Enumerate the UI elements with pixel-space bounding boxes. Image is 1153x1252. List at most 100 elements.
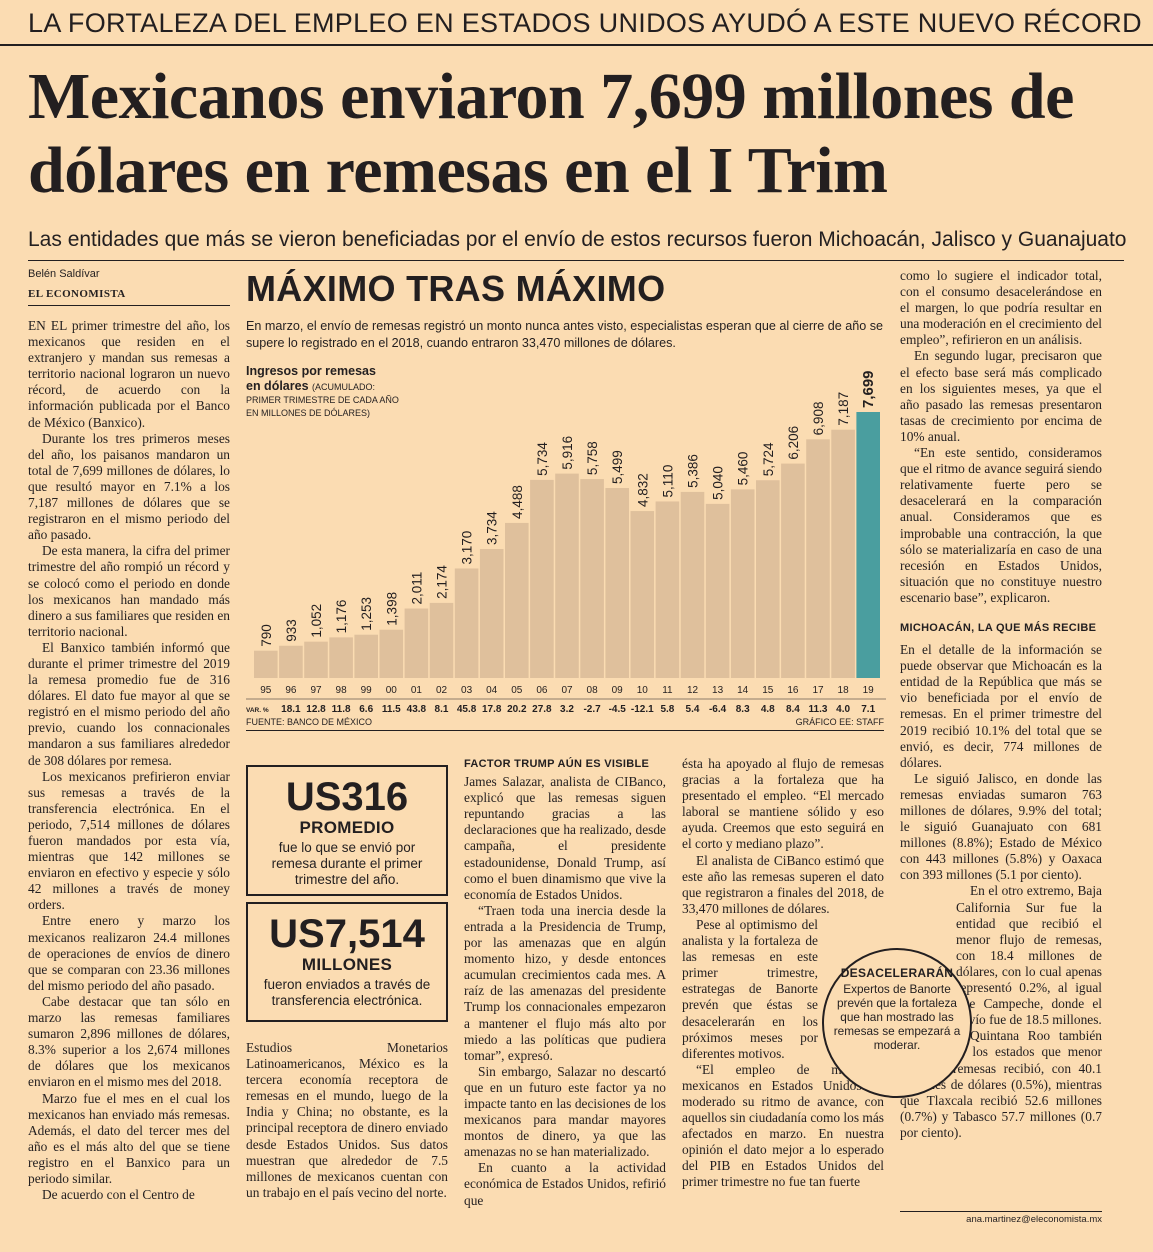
x-tick-label: 03: [461, 685, 473, 696]
var-pct-label: 7.1: [861, 704, 875, 715]
x-tick-label: 96: [285, 685, 297, 696]
var-pct-label: 11.5: [382, 704, 401, 715]
remittances-bar-chart: 790 95 933 96 18.1 1,052 97 12.8 1,176 98 11.8 1,25…: [246, 370, 886, 715]
value-label: 5,110: [660, 465, 675, 498]
stat-label: MILLONES: [301, 955, 393, 974]
chart-bar: [655, 501, 680, 678]
x-tick-label: 19: [863, 685, 875, 696]
paragraph: De acuerdo con el Centro de: [42, 1187, 195, 1203]
stat-box-transfers: US7,514 MILLONES fueron enviados a travé…: [246, 902, 448, 1022]
chart-bar: [605, 488, 629, 678]
article-column-3: FACTOR TRUMP AÚN ES VISIBLE James Salaza…: [464, 756, 666, 1209]
chart-bar: [454, 568, 479, 678]
paragraph: Durante los tres primeros meses del año,…: [28, 430, 230, 543]
kicker-rule: [0, 44, 1153, 46]
byline-rule: [28, 305, 230, 306]
var-pct-label: 20.2: [507, 704, 527, 715]
x-tick-label: 12: [687, 685, 699, 696]
x-tick-label: 09: [612, 685, 624, 696]
section-heading-michoacan: MICHOACÁN, LA QUE MÁS RECIBE: [900, 621, 1097, 634]
var-pct-label: 8.1: [435, 704, 449, 715]
value-label: 3,170: [460, 531, 475, 565]
chart-bar: [505, 522, 529, 678]
value-label: 1,176: [334, 600, 349, 634]
chart-label-note-inline: (ACUMULADO:: [312, 382, 376, 392]
value-label: 7,699: [860, 370, 877, 408]
chart-bar: [530, 479, 554, 678]
chart-bar: [304, 641, 328, 678]
chart-bar: [831, 429, 855, 678]
var-label: VAR. %: [246, 707, 269, 714]
value-label: 4,832: [635, 473, 650, 507]
var-pct-label: 5.4: [686, 704, 700, 715]
x-tick-label: 05: [511, 685, 523, 696]
value-label: 1,052: [309, 604, 324, 638]
email-rule: [900, 1211, 1102, 1212]
chart-bar: [254, 650, 278, 678]
value-label: 790: [259, 624, 274, 647]
var-pct-label: 4.0: [836, 704, 850, 715]
stat-text: fue lo que se envió por remesa durante e…: [271, 840, 423, 887]
chart-bar: [705, 503, 730, 678]
var-pct-label: -6.4: [709, 704, 727, 715]
x-tick-label: 04: [486, 685, 498, 696]
var-pct-label: -4.5: [609, 704, 627, 715]
stat-label: PROMEDIO: [299, 818, 395, 837]
var-pct-label: 12.8: [306, 704, 326, 715]
headline: Mexicanos enviaron 7,699 millones de dól…: [28, 60, 1074, 207]
byline-author: Belén Saldívar: [28, 268, 100, 280]
value-label: 5,916: [560, 436, 575, 470]
var-pct-label: 27.8: [532, 704, 552, 715]
value-label: 1,398: [384, 592, 399, 626]
x-tick-label: 16: [787, 685, 799, 696]
var-pct-label: -12.1: [631, 704, 654, 715]
paragraph: El analista de CiBanco estimó que este a…: [682, 852, 884, 916]
var-pct-label: 4.8: [761, 704, 775, 715]
value-label: 6,908: [811, 402, 826, 436]
x-tick-label: 06: [536, 685, 548, 696]
x-tick-label: 07: [561, 685, 573, 696]
paragraph: EN EL primer trimestre del año, los mexi…: [28, 318, 230, 430]
byline-outlet: EL ECONOMISTA: [28, 288, 126, 300]
value-label: 6,206: [786, 426, 801, 460]
article-column-1: EN EL primer trimestre del año, los mexi…: [28, 318, 230, 1203]
paragraph: Sin embargo, Salazar no descartó que en …: [464, 1063, 666, 1160]
var-pct-label: 17.8: [482, 704, 502, 715]
value-label: 5,460: [736, 452, 751, 486]
x-tick-label: 99: [361, 685, 373, 696]
paragraph: ésta ha apoyado al flujo de remesas grac…: [682, 756, 884, 852]
kicker: LA FORTALEZA DEL EMPLEO EN ESTADOS UNIDO…: [28, 8, 1142, 38]
var-pct-label: 8.4: [786, 704, 800, 715]
x-tick-label: 14: [737, 685, 749, 696]
var-pct-label: 11.8: [332, 704, 351, 715]
value-label: 5,386: [686, 454, 701, 488]
x-tick-label: 00: [386, 685, 398, 696]
value-label: 2,011: [409, 572, 424, 605]
paragraph: Marzo fue el mes en el cual los mexicano…: [28, 1090, 230, 1186]
paragraph: Le siguió Jalisco, en donde las remesas …: [900, 770, 1102, 883]
chart-title: MÁXIMO TRAS MÁXIMO: [246, 268, 666, 309]
article-column-4: ésta ha apoyado al flujo de remesas grac…: [682, 756, 884, 1191]
chart-credit: GRÁFICO EE: STAFF: [795, 717, 884, 727]
x-tick-label: 98: [336, 685, 348, 696]
x-tick-label: 13: [712, 685, 724, 696]
chart-bar: [730, 489, 755, 678]
chart-bar: [680, 491, 705, 678]
paragraph: En el otro extremo, Baja California Sur …: [956, 883, 1102, 1028]
var-pct-label: 18.1: [281, 704, 301, 715]
chart-bar: [404, 608, 429, 678]
paragraph: En segundo lugar, precisaron que el efec…: [900, 348, 1102, 444]
subhead-rule: [28, 260, 1124, 261]
paragraph: En el detalle de la información se puede…: [900, 642, 1102, 770]
author-email: ana.martinez@eleconomista.mx: [966, 1214, 1102, 1225]
chart-note: PRIMER TRIMESTRE DE CADA AÑO EN MILLONES…: [246, 395, 399, 418]
chart-label-line2: en dólares: [246, 379, 309, 393]
chart-bar: [279, 645, 303, 678]
stat-amount: US7,514: [269, 912, 425, 956]
paragraph: De esta manera, la cifra del primer trim…: [28, 543, 230, 639]
paragraph: Entre enero y marzo los mexicanos realiz…: [28, 913, 230, 993]
paragraph: En cuanto a la actividad económica de Es…: [464, 1160, 666, 1208]
chart-bar: [630, 511, 655, 678]
value-label: 5,499: [610, 450, 625, 484]
value-label: 5,724: [761, 442, 776, 476]
